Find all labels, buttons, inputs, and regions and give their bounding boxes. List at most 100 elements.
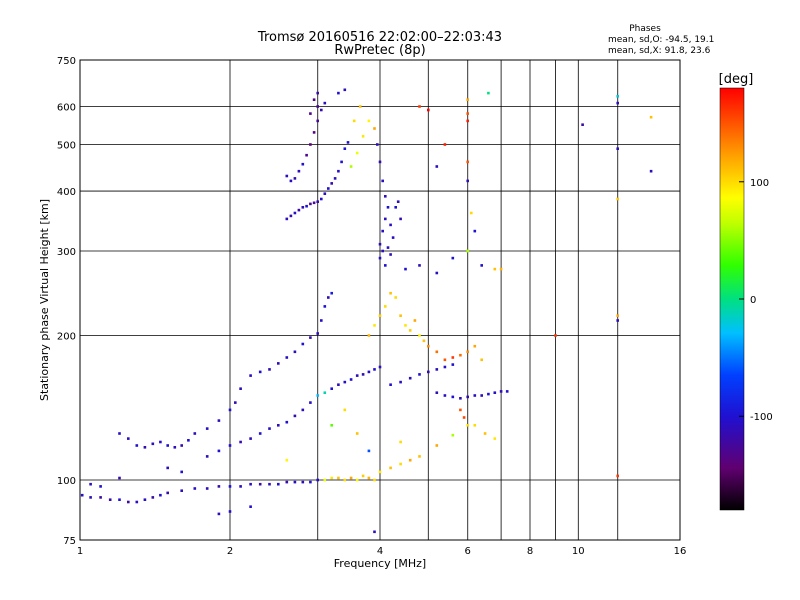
data-point: [293, 177, 297, 180]
data-point: [118, 498, 121, 501]
data-point: [316, 105, 319, 108]
grid-lines: [80, 60, 680, 540]
data-point: [217, 512, 221, 516]
x-tick-label: 6: [465, 546, 471, 557]
data-point: [293, 414, 297, 418]
data-point: [312, 98, 316, 101]
data-point: [323, 305, 327, 308]
data-point: [309, 480, 312, 484]
data-point: [337, 383, 340, 386]
plot-frame: [79, 59, 681, 541]
data-point: [493, 437, 497, 440]
data-point: [330, 387, 333, 390]
data-point: [166, 466, 169, 470]
data-point: [323, 192, 327, 195]
data-point: [473, 394, 477, 397]
colorbar-tick-label: -100: [750, 412, 773, 423]
data-point: [193, 432, 197, 435]
data-point: [391, 236, 395, 239]
data-point: [616, 101, 619, 105]
data-point: [151, 496, 155, 499]
data-point: [451, 363, 455, 366]
data-point: [418, 264, 421, 267]
data-point: [459, 353, 462, 357]
data-point: [285, 356, 289, 359]
data-point: [373, 324, 376, 327]
data-point: [343, 380, 347, 384]
data-point: [352, 119, 356, 123]
y-axis-label: Stationary phase Virtual Height [km]: [38, 199, 51, 401]
data-point: [180, 489, 183, 492]
data-point: [173, 446, 177, 449]
data-point: [343, 408, 347, 412]
data-point: [378, 314, 382, 317]
chart-subtitle: RwPretec (8p): [334, 43, 425, 58]
data-point: [268, 482, 271, 486]
data-point: [293, 350, 297, 354]
data-point: [340, 160, 343, 164]
data-point: [451, 356, 455, 359]
data-point: [327, 187, 330, 190]
data-point: [616, 319, 619, 322]
data-point: [389, 223, 392, 227]
data-point: [323, 101, 327, 105]
x-tick-label: 10: [572, 546, 585, 557]
data-point: [459, 408, 462, 412]
data-point: [418, 334, 421, 337]
data-point: [389, 466, 392, 470]
data-point: [487, 91, 490, 95]
data-point: [381, 249, 384, 253]
data-point: [483, 432, 487, 435]
data-point: [309, 401, 312, 404]
y-axis-ticks: 75 100 200 300 400 500 600 750: [57, 56, 76, 547]
data-point: [316, 332, 319, 335]
data-point: [285, 217, 289, 221]
data-point: [466, 395, 469, 399]
data-point: [355, 478, 359, 482]
y-tick-label: 750: [57, 56, 76, 67]
x-tick-label: 2: [227, 546, 233, 557]
data-point: [297, 208, 301, 212]
data-point: [166, 444, 169, 447]
data-point: [373, 368, 376, 371]
data-point: [293, 480, 297, 484]
data-point: [616, 95, 619, 98]
data-point: [581, 123, 584, 126]
data-point: [408, 329, 412, 332]
data-point: [480, 394, 483, 397]
x-axis-ticks: 1 2 4 6 8 10 16: [77, 546, 687, 557]
data-point: [367, 370, 371, 374]
data-points: [80, 88, 653, 534]
data-point: [301, 480, 305, 484]
data-point: [118, 476, 121, 480]
data-point: [361, 373, 365, 376]
data-point: [127, 437, 130, 440]
data-point: [316, 119, 319, 123]
data-point: [466, 350, 469, 354]
data-point: [193, 487, 197, 490]
data-point: [462, 416, 466, 419]
data-point: [616, 147, 619, 150]
y-tick-label: 500: [57, 141, 76, 152]
data-point: [378, 256, 382, 260]
data-point: [413, 319, 417, 322]
data-point: [258, 432, 262, 435]
data-point: [384, 217, 387, 221]
data-point: [470, 211, 473, 215]
data-point: [285, 458, 289, 462]
data-point: [422, 339, 426, 343]
data-point: [473, 344, 477, 348]
data-point: [234, 401, 237, 404]
data-point: [108, 498, 112, 501]
data-point: [258, 482, 262, 486]
data-point: [427, 344, 430, 348]
data-point: [228, 510, 232, 513]
data-point: [389, 253, 392, 256]
data-point: [554, 334, 557, 337]
data-point: [239, 485, 242, 488]
data-point: [217, 449, 221, 453]
y-tick-label: 400: [57, 187, 76, 198]
data-point: [249, 374, 252, 377]
data-point: [239, 440, 242, 444]
data-point: [427, 108, 430, 112]
